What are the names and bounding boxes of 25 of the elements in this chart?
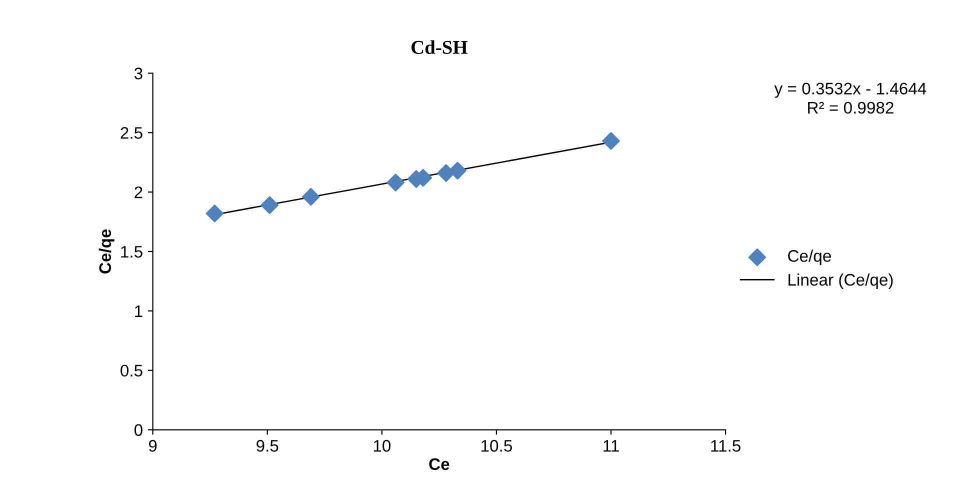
x-tick-label: 10 [374,440,391,452]
x-tick-label: 9.5 [256,440,278,452]
y-tick-label: 3 [134,68,142,80]
x-tick-label: 9 [148,440,157,452]
text: y = 0.3532x - 1.4644 R² = 0.9982 [774,82,926,114]
chart-title: Cd-SH [411,40,468,54]
point [206,204,224,222]
legend-label: Linear (Ce/qe) [788,273,893,290]
y-tick-label: 0.5 [120,364,142,377]
y-tick-label: 1 [135,305,142,317]
point [302,188,320,206]
y-tick-label: 2.5 [120,127,142,139]
x-tick-label: 11 [604,440,619,452]
y-tick-label: 0 [134,424,142,436]
point [448,162,466,180]
point [602,132,620,150]
y-axis-title: Ce/qe [98,229,114,274]
x-axis-title: Ce [429,458,450,470]
y-tick-label: 2 [134,186,142,198]
legend-label: Ce/qe [788,250,831,266]
x-tick-label: 10.5 [482,440,512,452]
point [386,174,405,192]
y-tick-label: 1.5 [121,246,142,258]
point [260,196,279,214]
x-tick-label: 11.5 [711,440,740,452]
